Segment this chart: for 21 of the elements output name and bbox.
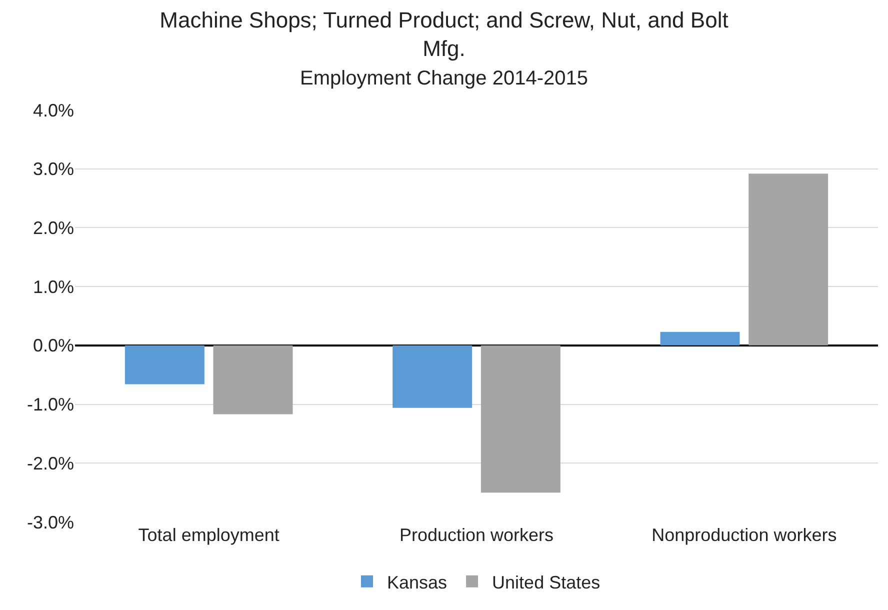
legend-label: United States: [492, 572, 600, 592]
y-tick-label: 2.0%: [32, 218, 74, 238]
bar: [213, 345, 293, 414]
bar: [124, 345, 204, 384]
chart-title: Machine Shops; Turned Product; and Screw, Nut, and Bolt Mfg.: [160, 7, 728, 62]
bar: [480, 345, 560, 493]
x-tick-label: Nonproduction workers: [652, 525, 837, 545]
x-tick-label: Production workers: [399, 525, 554, 545]
bar: [748, 174, 828, 346]
y-tick-label: -2.0%: [26, 453, 74, 474]
y-tick-label: 4.0%: [32, 100, 74, 120]
x-tick-label: Total employment: [138, 525, 280, 545]
y-tick-label: -3.0%: [26, 512, 74, 532]
bar: [660, 332, 740, 346]
y-tick-label: 0.0%: [32, 336, 74, 356]
chart-subtitle: Employment Change 2014-2015: [300, 68, 588, 90]
y-tick-label: 1.0%: [32, 276, 74, 297]
legend-label: Kansas: [387, 572, 448, 592]
y-tick-label: 3.0%: [32, 159, 74, 180]
bar: [392, 345, 472, 408]
y-tick-label: -1.0%: [26, 394, 74, 415]
